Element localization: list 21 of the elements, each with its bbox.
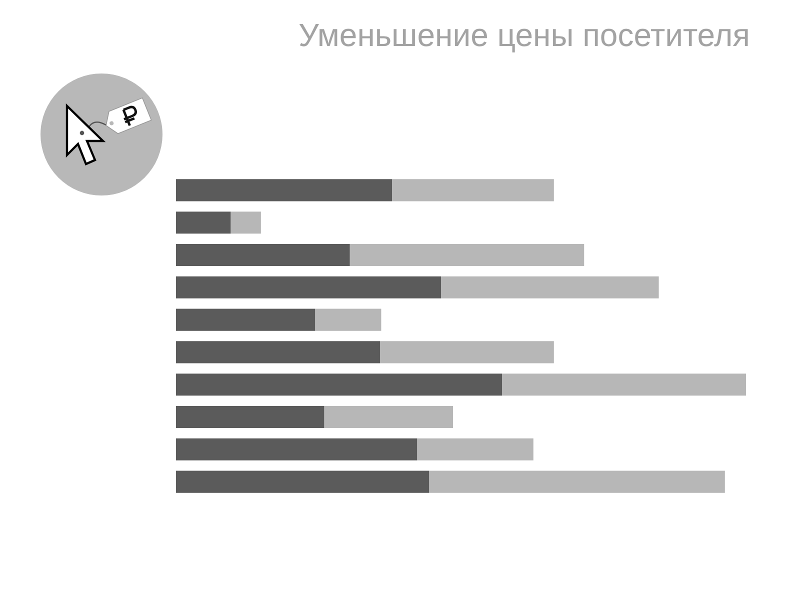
bar xyxy=(315,308,382,331)
bar xyxy=(176,438,418,460)
chart-title: Уменьшение цены посетителя xyxy=(298,17,750,53)
bar xyxy=(502,374,746,396)
bar xyxy=(176,276,442,298)
bar xyxy=(176,179,392,202)
bar xyxy=(176,308,316,331)
bar xyxy=(392,179,554,202)
bar xyxy=(176,374,502,396)
bar xyxy=(441,276,659,298)
bar xyxy=(380,341,554,364)
bar xyxy=(350,244,584,266)
bar xyxy=(176,470,430,493)
bar xyxy=(176,244,350,266)
bar xyxy=(176,212,231,234)
bar xyxy=(230,212,261,234)
bar xyxy=(324,406,454,428)
bar xyxy=(176,341,380,364)
bar xyxy=(417,438,534,460)
bar xyxy=(176,406,324,428)
bar xyxy=(429,470,725,493)
